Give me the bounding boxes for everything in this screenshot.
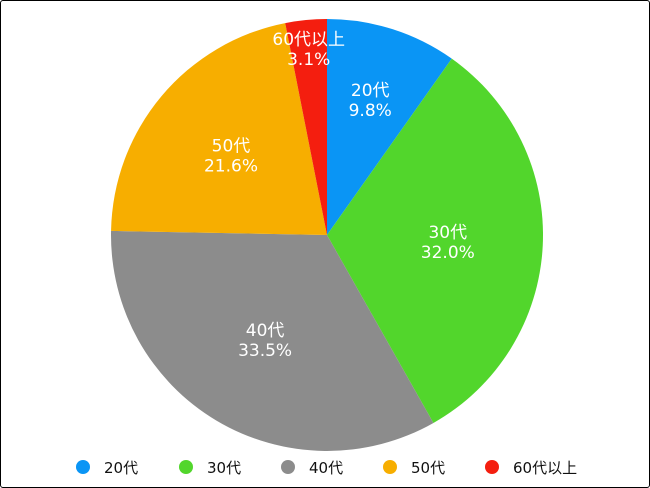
slice-percent-label-30s: 32.0% — [421, 243, 475, 263]
pie-slice-20s — [327, 19, 452, 235]
slice-category-label-20s: 20代 — [351, 81, 390, 101]
slice-percent-label-60s-plus: 3.1% — [287, 50, 330, 70]
legend: 20代 30代 40代 50代 60代以上 — [1, 455, 649, 479]
legend-item-40s: 40代 — [281, 455, 343, 479]
pie-slice-40s — [111, 230, 434, 451]
legend-swatch-40s — [281, 460, 295, 474]
legend-swatch-60s-plus — [485, 460, 499, 474]
pie-slice-60s-plus — [285, 18, 327, 235]
slice-percent-label-40s: 33.5% — [238, 341, 292, 361]
legend-item-50s: 50代 — [383, 455, 445, 479]
pie-slices — [111, 18, 544, 451]
legend-swatch-30s — [179, 460, 193, 474]
slice-percent-label-20s: 9.8% — [349, 101, 392, 121]
legend-swatch-50s — [383, 460, 397, 474]
legend-label-20s: 20代 — [104, 458, 139, 477]
slice-category-label-30s: 30代 — [428, 223, 467, 243]
legend-label-60s-plus: 60代以上 — [513, 458, 578, 477]
legend-label-50s: 50代 — [411, 458, 446, 477]
legend-item-60s-plus: 60代以上 — [485, 455, 577, 479]
legend-label-30s: 30代 — [207, 458, 242, 477]
slice-category-label-50s: 50代 — [212, 137, 251, 157]
legend-swatch-20s — [76, 460, 90, 474]
legend-label-40s: 40代 — [309, 458, 344, 477]
legend-item-30s: 30代 — [179, 455, 241, 479]
slice-percent-label-50s: 21.6% — [204, 157, 258, 177]
pie-slice-50s — [111, 23, 327, 235]
legend-item-20s: 20代 — [76, 455, 138, 479]
pie-slice-30s — [327, 58, 544, 423]
slice-category-label-40s: 40代 — [246, 321, 285, 341]
slice-category-label-60s-plus: 60代以上 — [272, 30, 345, 50]
